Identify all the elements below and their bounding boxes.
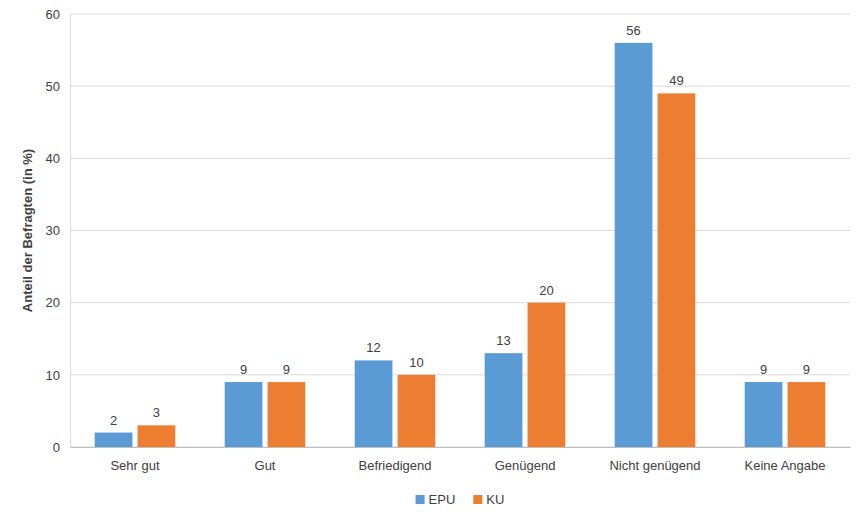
x-tick: Befriedigend <box>359 447 432 473</box>
x-tick-label: Genügend <box>495 458 556 473</box>
grid <box>70 14 850 447</box>
data-label: 9 <box>240 362 247 377</box>
y-tick: 40 <box>46 151 70 166</box>
legend: EPU KU <box>416 492 505 507</box>
data-label: 9 <box>760 362 767 377</box>
bar <box>268 382 306 447</box>
legend-item: KU <box>473 492 504 507</box>
data-label: 20 <box>539 283 553 298</box>
bar <box>398 375 436 447</box>
data-label: 49 <box>669 73 683 88</box>
y-tick: 10 <box>46 367 70 382</box>
y-axis-line <box>70 15 71 448</box>
x-axis: Sehr gut Gut Befriedigend Genügend Nicht gen… <box>71 447 851 473</box>
data-label: 12 <box>366 340 380 355</box>
bar <box>788 382 826 447</box>
y-tick: 20 <box>46 295 70 310</box>
grid-line <box>70 374 850 375</box>
grid-line <box>70 14 850 15</box>
legend-swatch <box>473 495 482 504</box>
bar <box>355 360 393 447</box>
y-axis-title: Anteil der Befragten (in %) <box>20 149 35 312</box>
bar <box>95 433 133 447</box>
data-label: 56 <box>626 23 640 38</box>
bar <box>225 382 263 447</box>
data-label: 9 <box>803 362 810 377</box>
legend-label: KU <box>486 492 504 507</box>
bar <box>528 303 566 447</box>
y-tick-label: 50 <box>46 79 60 94</box>
y-tick: 60 <box>46 7 70 22</box>
y-tick-label: 0 <box>53 440 60 455</box>
y-tick: 50 <box>46 79 70 94</box>
legend-item: EPU <box>416 492 456 507</box>
data-label: 10 <box>409 355 423 370</box>
x-tick: Keine Angabe <box>745 447 826 473</box>
y-tick-label: 30 <box>46 223 60 238</box>
grid-line <box>70 230 850 231</box>
grid-line <box>70 447 850 448</box>
x-tick-label: Nicht genügend <box>609 458 700 473</box>
grid-line <box>70 86 850 87</box>
x-axis-line <box>71 447 851 448</box>
y-tick-label: 20 <box>46 295 60 310</box>
data-label: 2 <box>110 413 117 428</box>
y-tick: 30 <box>46 223 70 238</box>
legend-label: EPU <box>429 492 456 507</box>
data-label: 13 <box>496 333 510 348</box>
data-label: 9 <box>283 362 290 377</box>
x-tick: Nicht genügend <box>609 447 700 473</box>
x-tick-label: Sehr gut <box>110 458 160 473</box>
grid-line <box>70 158 850 159</box>
x-tick-label: Gut <box>255 458 276 473</box>
bar <box>138 425 176 447</box>
y-tick-label: 40 <box>46 151 60 166</box>
y-tick-label: 10 <box>46 367 60 382</box>
y-tick-label: 60 <box>46 7 60 22</box>
x-tick-label: Keine Angabe <box>745 458 826 473</box>
bar <box>745 382 783 447</box>
data-labels: 2 9 12 13 56 9 3 9 10 20 49 9 <box>110 23 810 428</box>
data-label: 3 <box>153 405 160 420</box>
grid-line <box>70 302 850 303</box>
x-tick: Genügend <box>495 447 556 473</box>
y-tick: 0 <box>53 440 70 455</box>
bar <box>615 43 653 447</box>
x-tick: Sehr gut <box>110 447 160 473</box>
legend-swatch <box>416 495 425 504</box>
bar <box>485 353 523 447</box>
x-tick: Gut <box>255 447 276 473</box>
chart: 0 10 20 30 40 50 60 Sehr gut Gut Befriedigend Genü… <box>0 0 862 525</box>
x-tick-label: Befriedigend <box>359 458 432 473</box>
plot: 0 10 20 30 40 50 60 Sehr gut Gut Befriedigend Genü… <box>46 7 851 474</box>
bar <box>658 93 696 447</box>
bars <box>95 43 826 447</box>
y-axis: 0 10 20 30 40 50 60 <box>46 7 71 455</box>
